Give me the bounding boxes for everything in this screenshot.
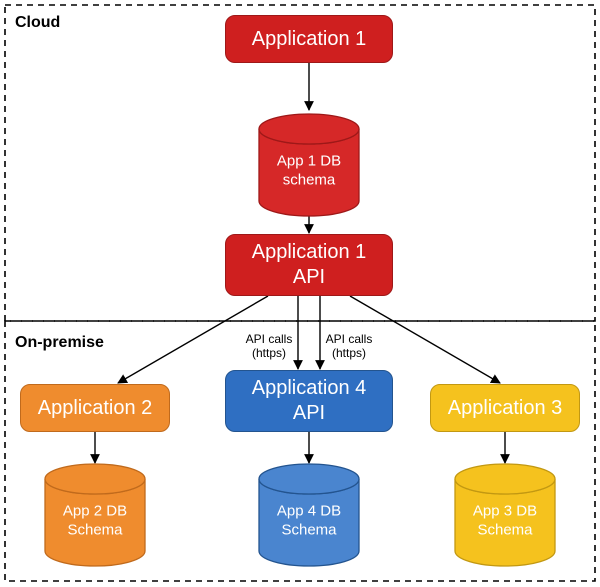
edge-label-e4: API calls(https) — [246, 332, 293, 361]
region-label-cloud: Cloud — [15, 14, 60, 32]
cylinder-top-db4 — [259, 464, 359, 494]
cylinder-label-db1: App 1 DBschema — [249, 152, 369, 190]
cylinder-top-db2 — [45, 464, 145, 494]
cylinder-top-db1 — [259, 114, 359, 144]
cylinder-label-db4: App 4 DBSchema — [249, 502, 369, 540]
cylinder-label-db3: App 3 DBSchema — [445, 502, 565, 540]
node-app1: Application 1 — [225, 15, 393, 63]
node-app4api: Application 4API — [225, 370, 393, 432]
region-label-onprem: On-premise — [15, 334, 104, 352]
cylinder-label-db2: App 2 DBSchema — [35, 502, 155, 540]
edge-label-e5: API calls(https) — [326, 332, 373, 361]
node-app1api: Application 1API — [225, 234, 393, 296]
node-app2: Application 2 — [20, 384, 170, 432]
node-app3: Application 3 — [430, 384, 580, 432]
cylinder-top-db3 — [455, 464, 555, 494]
